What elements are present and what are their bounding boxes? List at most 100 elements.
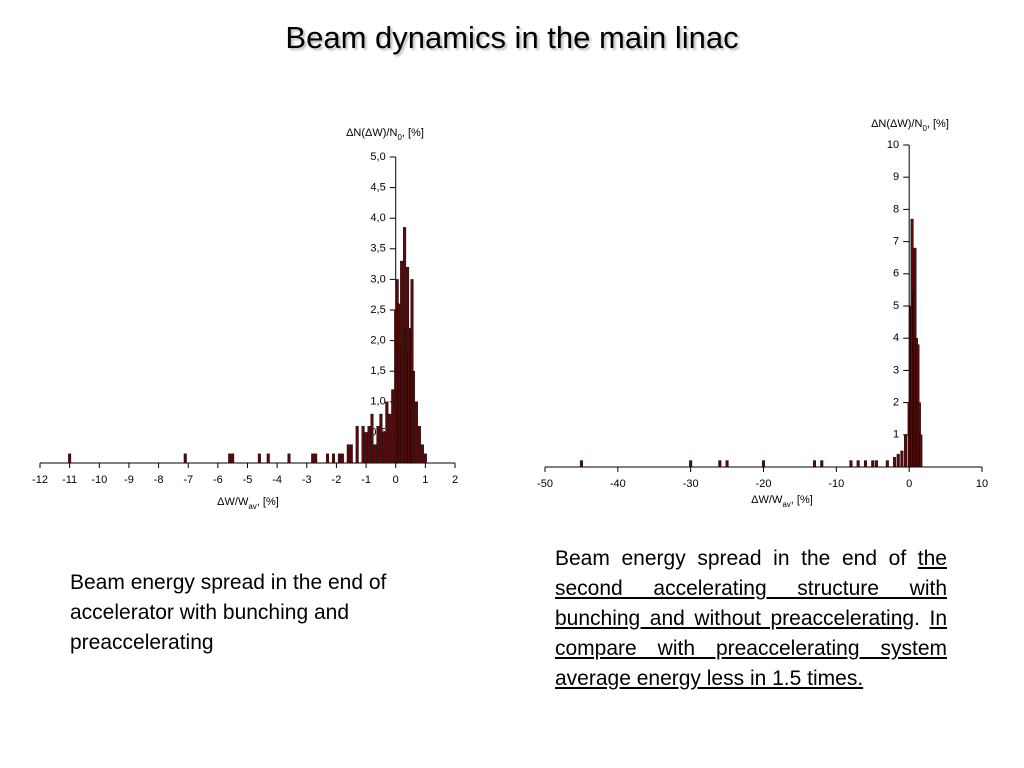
bar [849, 460, 853, 468]
bar [370, 413, 374, 464]
bar [423, 453, 427, 464]
x-tick-label: 0 [906, 478, 912, 490]
y-tick-label: 9 [893, 171, 899, 183]
slide-title: Beam dynamics in the main linac [285, 20, 739, 55]
bar [412, 371, 416, 464]
x-tick-label: -11 [62, 474, 77, 486]
caption-segment: the second accelerating structure with b… [555, 547, 947, 630]
y-tick-label: 1,0 [370, 396, 385, 408]
y-tick-label: 4,5 [370, 182, 385, 194]
x-tick-label: -9 [124, 474, 134, 486]
bar [183, 453, 187, 464]
caption-segment: . [914, 607, 930, 630]
bar [311, 453, 315, 464]
y-tick-label: 7 [893, 236, 899, 248]
caption-segment: Beam energy spread in the end of [555, 547, 918, 570]
label-part: ΔN(ΔW)/N [871, 118, 922, 130]
y-tick-label: 4,0 [370, 212, 385, 224]
label-part: 0 [397, 133, 402, 142]
bar [349, 444, 353, 464]
bar [364, 432, 368, 464]
y-axis-label: ΔN(ΔW)/N0, [%] [871, 118, 949, 133]
y-tick-label: 3,0 [370, 273, 385, 285]
bar [287, 453, 291, 464]
bar [820, 460, 824, 468]
bar [417, 426, 421, 464]
label-part: , [%] [927, 118, 949, 130]
bar [885, 460, 889, 468]
x-tick-label: -7 [183, 474, 193, 486]
bar [231, 453, 235, 464]
x-axis-label: ΔW/Wav, [%] [217, 496, 279, 511]
bar [904, 434, 908, 468]
label-part: av [248, 502, 256, 511]
bar [871, 460, 875, 468]
bar [718, 460, 722, 468]
bar [337, 453, 341, 464]
bar [874, 460, 878, 468]
y-tick-label: 5,0 [370, 151, 385, 163]
bar [762, 460, 766, 468]
bar [382, 432, 386, 464]
y-tick-label: 2 [893, 397, 899, 409]
x-tick-label: -6 [213, 474, 223, 486]
bar [863, 460, 867, 468]
bar [331, 453, 335, 464]
y-tick-label: 3,5 [370, 243, 385, 255]
left-caption: Beam energy spread in the end of acceler… [70, 571, 387, 654]
bar [367, 426, 371, 464]
bar [391, 389, 395, 464]
label-part: , [%] [791, 494, 813, 506]
x-tick-label: 0 [393, 474, 399, 486]
x-tick-label: 1 [422, 474, 428, 486]
x-tick-label: -3 [302, 474, 312, 486]
y-tick-label: 10 [887, 139, 899, 151]
y-tick-label: 4 [893, 332, 899, 344]
y-tick-label: 3 [893, 364, 899, 376]
bar [579, 460, 583, 468]
bar [257, 453, 261, 464]
bar [373, 444, 377, 464]
bar [355, 426, 359, 464]
label-part: av [782, 500, 790, 509]
y-tick-label: 5 [893, 300, 899, 312]
bar [812, 460, 816, 468]
y-tick-label: 1 [893, 429, 899, 441]
bar [919, 434, 923, 468]
bar [900, 450, 904, 468]
bar [340, 453, 344, 464]
y-tick-label: 2,0 [370, 335, 385, 347]
x-tick-label: -40 [610, 478, 626, 490]
y-tick-label: 1,5 [370, 365, 385, 377]
bar [326, 453, 330, 464]
bar [385, 401, 389, 464]
x-axis-label: ΔW/Wav, [%] [751, 494, 813, 509]
x-tick-label: -1 [361, 474, 371, 486]
label-part: ΔW/W [217, 496, 249, 508]
bar [896, 453, 900, 468]
y-tick-label: 8 [893, 203, 899, 215]
bar [346, 444, 350, 464]
label-part: ΔW/W [751, 494, 783, 506]
x-tick-label: -10 [828, 478, 844, 490]
bar [379, 413, 383, 464]
x-tick-label: -2 [332, 474, 342, 486]
bar [68, 453, 72, 464]
x-tick-label: -20 [756, 478, 772, 490]
x-tick-label: 2 [452, 474, 458, 486]
x-tick-label: -30 [683, 478, 699, 490]
bar [228, 453, 232, 464]
y-tick-label: 6 [893, 268, 899, 280]
bar [388, 413, 392, 464]
x-tick-label: -5 [243, 474, 253, 486]
x-tick-label: -8 [154, 474, 164, 486]
bar [893, 457, 897, 468]
x-tick-label: -50 [537, 478, 553, 490]
x-tick-label: -12 [32, 474, 48, 486]
bar [414, 401, 418, 464]
y-tick-label: 2,5 [370, 304, 385, 316]
label-part: , [%] [402, 127, 424, 139]
bar [400, 260, 404, 464]
bar [856, 460, 860, 468]
